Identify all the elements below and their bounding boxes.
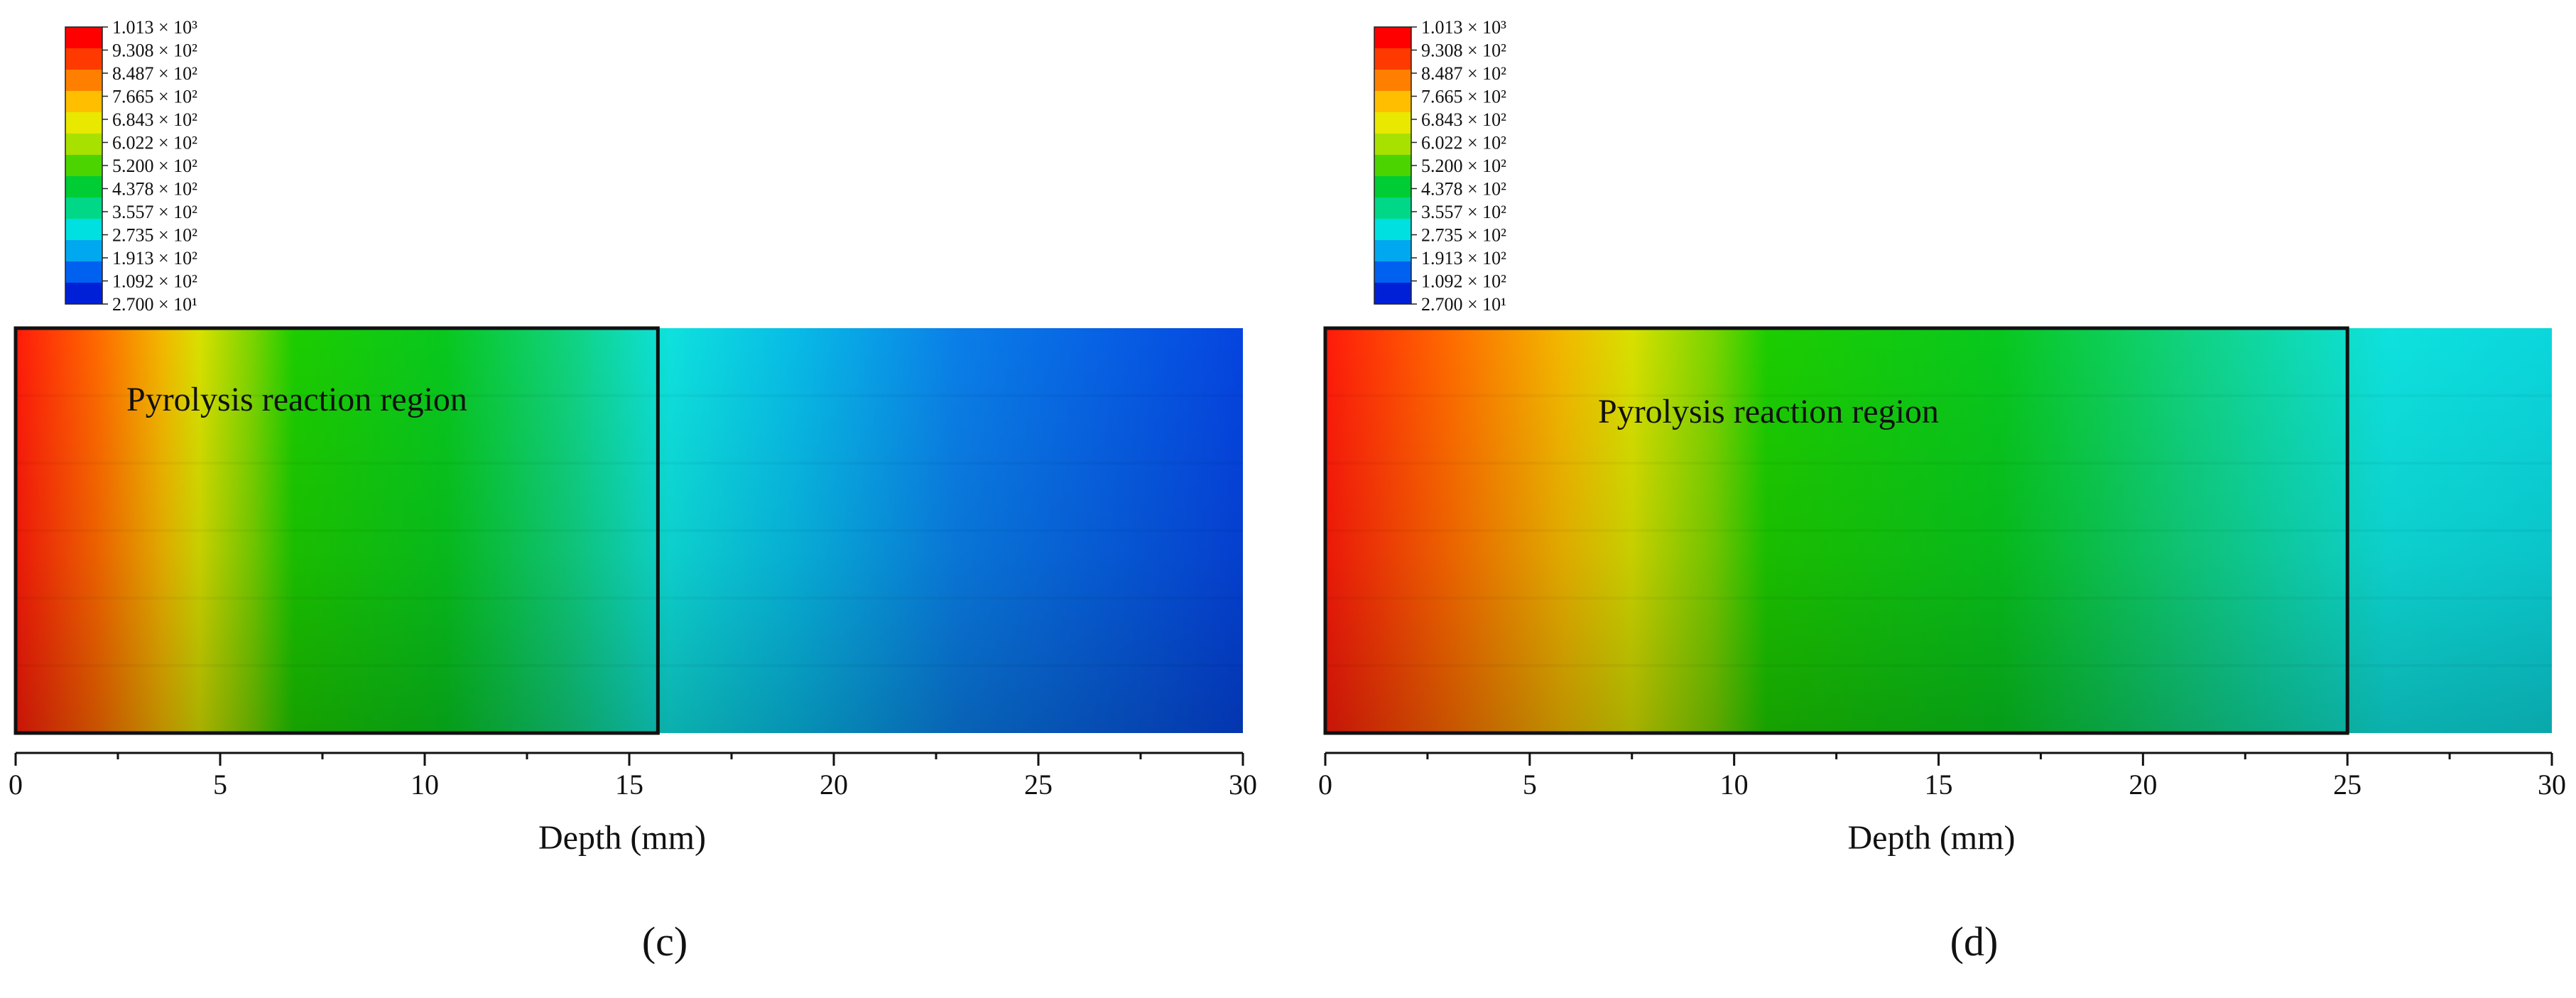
colorbar-label: 2.700 × 10¹ <box>1421 294 1506 315</box>
colorbar-label: 9.308 × 10² <box>112 40 197 61</box>
colorbar-swatch <box>65 176 102 198</box>
x-tick-label: 20 <box>2129 769 2157 801</box>
pyrolysis-region-box <box>13 326 660 735</box>
panel-label: (d) <box>1950 918 1999 965</box>
vertical-shading <box>16 328 1243 733</box>
colorbar-swatch <box>65 219 102 241</box>
colorbar-swatch <box>65 91 102 113</box>
colorbar-label: 8.487 × 10² <box>112 63 197 84</box>
mesh-band <box>1325 664 2552 667</box>
x-axis: 0 5 10 15 20 25 30 <box>9 752 1257 801</box>
colorbar-swatch <box>1374 219 1411 241</box>
colorbar-swatch <box>65 48 102 70</box>
colorbar-label: 6.022 × 10² <box>112 133 197 153</box>
colorbar-label: 1.913 × 10² <box>112 248 197 269</box>
x-tick-label: 25 <box>2333 769 2362 801</box>
x-tick-label: 0 <box>9 769 23 801</box>
colorbar-swatch <box>65 240 102 262</box>
colorbar-swatch <box>65 155 102 177</box>
colorbar-swatch <box>1374 134 1411 156</box>
colorbar-swatch <box>1374 70 1411 92</box>
colorbar-label: 2.735 × 10² <box>112 225 197 246</box>
mesh-band <box>16 597 1243 600</box>
colorbar-label: 1.013 × 10³ <box>112 17 197 38</box>
colorbar-label: 5.200 × 10² <box>1421 156 1506 176</box>
pyrolysis-region-box <box>1323 326 2349 735</box>
colorbar-label: 1.092 × 10² <box>112 271 197 292</box>
region-annotation: Pyrolysis reaction region <box>126 381 467 418</box>
colorbar-swatch <box>1374 240 1411 262</box>
colorbar-label: 2.735 × 10² <box>1421 225 1506 246</box>
panel-label: (c) <box>642 918 688 965</box>
mesh-band <box>16 462 1243 465</box>
colorbar-label: 3.557 × 10² <box>112 202 197 222</box>
colorbar-swatch <box>65 27 102 49</box>
colorbar-label: 8.487 × 10² <box>1421 63 1506 84</box>
x-tick-label: 0 <box>1318 769 1332 801</box>
colorbar-swatch <box>1374 27 1411 49</box>
colorbar-swatch <box>65 112 102 134</box>
mesh-band <box>16 664 1243 667</box>
colorbar-swatch <box>65 261 102 283</box>
mesh-band <box>16 529 1243 532</box>
mesh-band <box>1325 529 2552 532</box>
x-tick-label: 25 <box>1024 769 1053 801</box>
colorbar-label: 1.913 × 10² <box>1421 248 1506 269</box>
colorbar-swatch <box>1374 112 1411 134</box>
x-tick-label: 5 <box>1523 769 1537 801</box>
mesh-band <box>1325 462 2552 465</box>
x-tick-label: 30 <box>2538 769 2566 801</box>
colorbar-label: 4.378 × 10² <box>1421 179 1506 200</box>
x-axis-label: Depth (mm) <box>538 819 706 857</box>
colorbar-swatch <box>65 283 102 305</box>
colorbar-label: 5.200 × 10² <box>112 156 197 176</box>
x-tick-label: 5 <box>213 769 227 801</box>
mesh-band <box>1325 597 2552 600</box>
colorbar-label: 6.843 × 10² <box>112 109 197 130</box>
colorbar-label: 2.700 × 10¹ <box>112 294 197 315</box>
colorbar-swatch <box>1374 283 1411 305</box>
colorbar-swatch <box>1374 176 1411 198</box>
colorbar-label: 6.022 × 10² <box>1421 133 1506 153</box>
colorbar-swatch <box>65 197 102 219</box>
x-tick-label: 15 <box>1925 769 1953 801</box>
colorbar-label: 6.843 × 10² <box>1421 109 1506 130</box>
colorbar-swatch <box>1374 48 1411 70</box>
colorbar-label: 1.092 × 10² <box>1421 271 1506 292</box>
colorbar-label: 1.013 × 10³ <box>1421 17 1506 38</box>
colorbar-swatch <box>65 70 102 92</box>
colorbar-swatch <box>65 134 102 156</box>
colorbar-label: 3.557 × 10² <box>1421 202 1506 222</box>
x-tick-label: 15 <box>615 769 643 801</box>
colorbar-swatch <box>1374 91 1411 113</box>
x-tick-label: 20 <box>820 769 848 801</box>
x-tick-label: 10 <box>411 769 439 801</box>
x-axis: 0 5 10 15 20 25 30 <box>1318 752 2566 801</box>
colorbar-label: 7.665 × 10² <box>112 87 197 107</box>
colorbar-label: 7.665 × 10² <box>1421 87 1506 107</box>
region-annotation: Pyrolysis reaction region <box>1598 393 1939 430</box>
colorbar-swatch <box>1374 261 1411 283</box>
colorbar-swatch <box>1374 155 1411 177</box>
x-axis-label: Depth (mm) <box>1848 819 2016 857</box>
colorbar-swatch <box>1374 197 1411 219</box>
colorbar-label: 9.308 × 10² <box>1421 40 1506 61</box>
colorbar-label: 4.378 × 10² <box>112 179 197 200</box>
x-tick-label: 30 <box>1229 769 1257 801</box>
x-tick-label: 10 <box>1720 769 1749 801</box>
